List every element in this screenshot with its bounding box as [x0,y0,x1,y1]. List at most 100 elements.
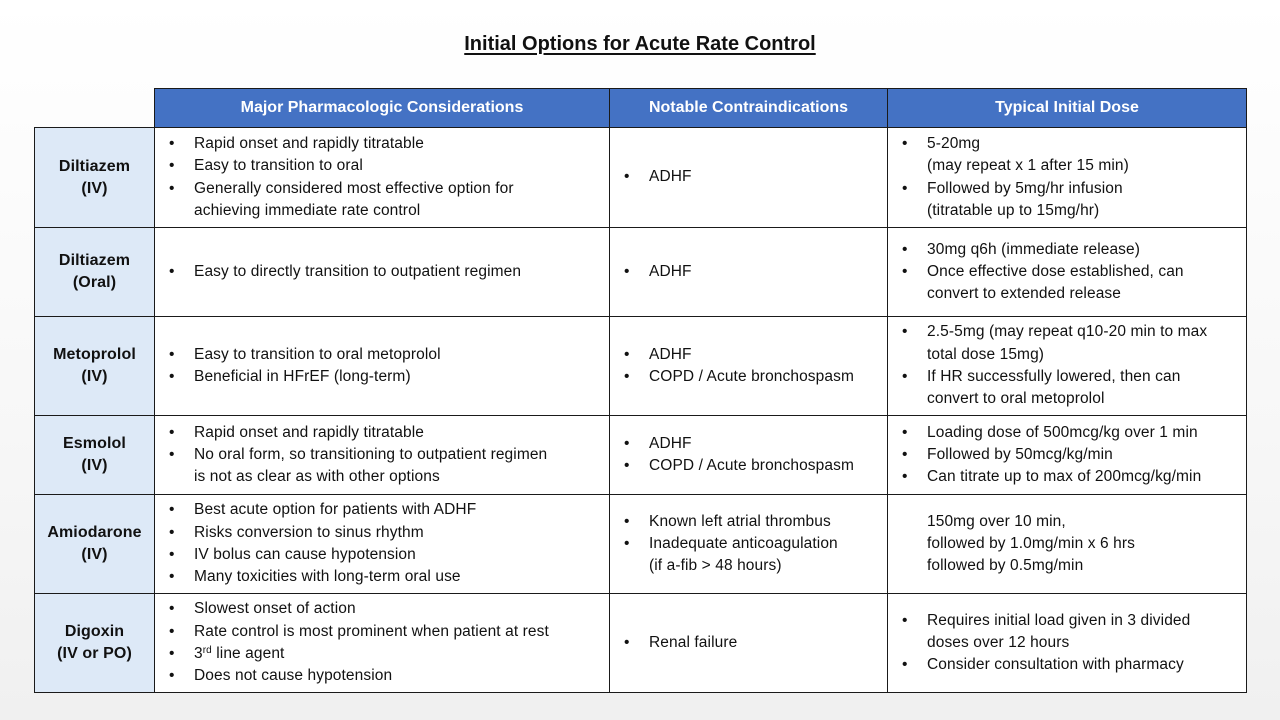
header-considerations: Major Pharmacologic Considerations [154,88,610,128]
considerations-list: Slowest onset of action Rate control is m… [155,598,609,687]
contraindications-list: ADHF COPD / Acute bronchospasm [610,433,887,478]
contraindications-cell: ADHF COPD / Acute bronchospasm [609,316,888,416]
item-text: followed by 0.5mg/min [927,557,1084,575]
item-text: followed by 1.0mg/min x 6 hrs [927,534,1135,552]
item-text: Consider consultation with pharmacy [927,656,1184,674]
continuation-line: is not as clear as with other options [167,466,601,488]
item-text: Generally considered most effective opti… [194,179,514,197]
contraindications-list: ADHF COPD / Acute bronchospasm [610,344,887,389]
bullet-item: 30mg q6h (immediate release) [900,239,1238,262]
header-contraindications: Notable Contraindications [609,88,888,128]
considerations-cell: Rapid onset and rapidly titratable No ora… [154,415,610,495]
contraindications-list: Known left atrial thrombus Inadequate ant… [610,511,887,578]
considerations-list: Easy to transition to oral metoprolol Ben… [155,344,609,389]
item-text: 5-20mg [927,134,981,152]
dose-list: Loading dose of 500mcg/kg over 1 min Foll… [888,422,1246,489]
item-text: Easy to transition to oral metoprolol [194,345,441,363]
item-text: IV bolus can cause hypotension [194,546,416,563]
bullet-item: ADHF [622,166,879,189]
dose-list: 2.5-5mg (may repeat q10-20 min to max tot… [888,321,1246,410]
bullet-item: No oral form, so transitioning to outpat… [167,444,601,467]
continuation-line: doses over 12 hours [900,632,1238,654]
bullet-item: Does not cause hypotension [167,665,601,688]
item-text: (titratable up to 15mg/hr) [927,201,1100,219]
item-text: COPD / Acute bronchospasm [649,457,854,474]
drug-name: Diltiazem [58,252,131,269]
item-text: 3 [194,645,203,662]
continuation-line: 150mg over 10 min, [900,511,1238,533]
initial-dose-cell: Loading dose of 500mcg/kg over 1 min Foll… [887,415,1247,495]
bullet-item: Rapid onset and rapidly titratable [167,422,601,445]
item-text: Followed by 5mg/hr infusion [927,179,1123,197]
item-text: 30mg q6h (immediate release) [927,240,1141,258]
item-text: Inadequate anticoagulation [649,534,838,552]
item-text: Slowest onset of action [194,600,356,618]
continuation-line: (titratable up to 15mg/hr) [900,200,1238,222]
considerations-cell: Rapid onset and rapidly titratable Easy t… [154,127,610,228]
bullet-item: Known left atrial thrombus [622,511,879,534]
rate-control-table: Major Pharmacologic Considerations Notab… [34,88,1247,693]
item-text: COPD / Acute bronchospasm [649,368,854,385]
contraindications-cell: ADHF [609,127,888,228]
item-text: Easy to transition to oral [194,157,363,175]
item-text: convert to extended release [927,285,1121,303]
item-text: 150mg over 10 min, [927,512,1066,530]
drug-route: (IV) [81,546,108,563]
item-text: Rapid onset and rapidly titratable [194,423,425,441]
table-row: Metoprolol (IV) Easy to transition to oral… [34,316,1247,416]
item-text: Rapid onset and rapidly titratable [194,134,425,152]
item-text: ADHF [649,262,692,280]
bullet-item: Inadequate anticoagulation [622,533,879,556]
bullet-item: Many toxicities with long-term oral use [167,566,601,589]
bullet-item: Slowest onset of action [167,598,601,621]
considerations-list: Rapid onset and rapidly titratable No ora… [155,422,609,489]
drug-name: Esmolol [63,435,126,452]
contraindications-cell: Renal failure [609,593,888,693]
drug-name-cell: Digoxin (IV or PO) [34,593,155,693]
bullet-item: ADHF [622,433,879,456]
dose-list: 5-20mg (may repeat x 1 after 15 min) Follo… [888,133,1246,222]
continuation-line: (if a-fib > 48 hours) [622,555,879,577]
contraindications-list: ADHF [610,166,887,189]
bullet-item: 5-20mg [900,133,1238,156]
item-text: Many toxicities with long-term oral use [194,568,461,586]
contraindications-cell: ADHF COPD / Acute bronchospasm [609,415,888,495]
bullet-item: COPD / Acute bronchospasm [622,366,879,389]
bullet-item: IV bolus can cause hypotension [167,544,601,567]
considerations-cell: Easy to directly transition to outpatien… [154,227,610,317]
bullet-item: If HR successfully lowered, then can [900,366,1238,389]
drug-route: (Oral) [72,274,117,291]
item-text: ADHF [649,434,692,452]
item-text: Requires initial load given in 3 divided [927,611,1191,629]
bullet-item: Loading dose of 500mcg/kg over 1 min [900,422,1238,445]
bullet-item: Once effective dose established, can [900,261,1238,284]
item-text: Risks conversion to sinus rhythm [194,523,424,541]
slide-title: Initial Options for Acute Rate Control [464,33,816,55]
bullet-item: ADHF [622,261,879,284]
item-text: (may repeat x 1 after 15 min) [927,157,1129,175]
bullet-item: Renal failure [622,632,879,655]
table-row: Diltiazem (Oral) Easy to directly transiti… [34,227,1247,317]
bullet-item: Consider consultation with pharmacy [900,654,1238,677]
item-text: 2.5-5mg (may repeat q10-20 min to max [927,323,1208,341]
table-row: Amiodarone (IV) Best acute option for pati… [34,494,1247,594]
bullet-item: Rapid onset and rapidly titratable [167,133,601,156]
item-text: Followed by 50mcg/kg/min [927,445,1113,463]
drug-name-cell: Diltiazem (Oral) [34,227,155,317]
superscript-text: rd [202,645,212,656]
item-text: No oral form, so transitioning to outpat… [194,445,548,463]
bullet-item: 2.5-5mg (may repeat q10-20 min to max [900,321,1238,344]
considerations-list: Best acute option for patients with ADHF… [155,499,609,588]
dose-list: 30mg q6h (immediate release) Once effecti… [888,239,1246,306]
drug-route: (IV) [81,179,108,197]
header-row: Major Pharmacologic Considerations Notab… [35,88,1247,128]
drug-name: Digoxin [64,623,125,640]
item-text: Beneficial in HFrEF (long-term) [194,368,411,385]
drug-name: Diltiazem [58,157,131,175]
item-text: ADHF [649,168,692,186]
continuation-line: followed by 0.5mg/min [900,555,1238,577]
bullet-item: Can titrate up to max of 200mcg/kg/min [900,466,1238,489]
table-row: Digoxin (IV or PO) Slowest onset of action… [34,593,1247,693]
contraindications-cell: ADHF [609,227,888,317]
continuation-line: achieving immediate rate control [167,200,601,222]
